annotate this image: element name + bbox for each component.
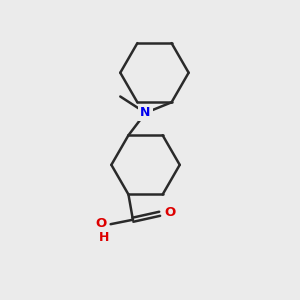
Text: O: O — [164, 206, 176, 219]
Text: H: H — [99, 231, 109, 244]
Text: O: O — [96, 217, 107, 230]
Text: N: N — [140, 106, 151, 119]
